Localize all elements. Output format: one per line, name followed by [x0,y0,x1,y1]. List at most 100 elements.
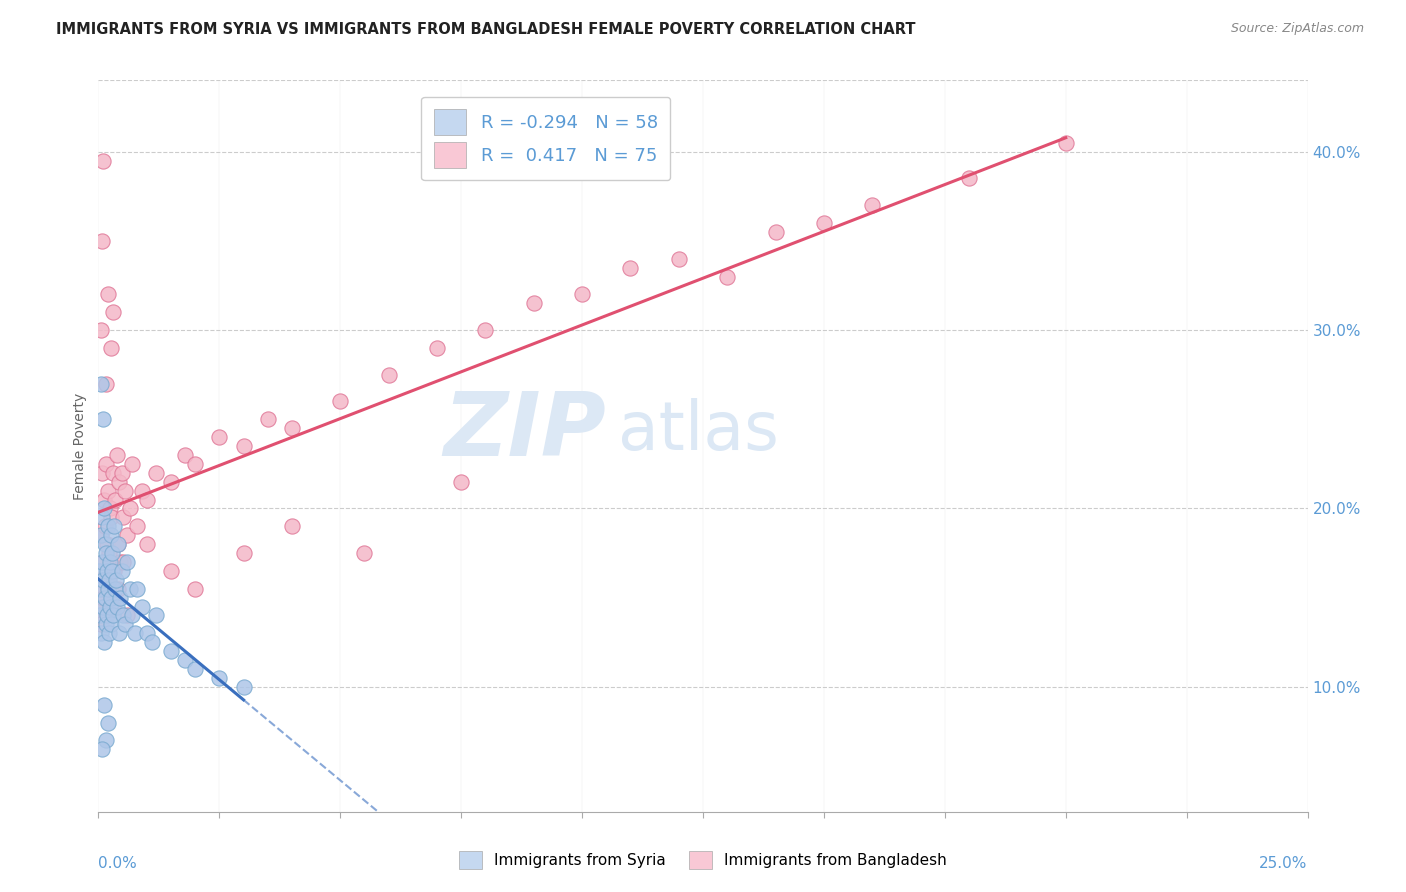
Point [91,591,114,605]
Point [174,448,197,462]
Point [145,466,167,480]
Point [96,608,118,623]
Point [98,546,121,560]
Point [90,528,112,542]
Point [208,430,231,444]
Point [765,225,787,239]
Point [107,626,129,640]
Point [101,466,124,480]
Point [98,599,121,614]
Point [91,153,114,168]
Point [256,412,278,426]
Point [97,715,120,730]
Point [91,234,114,248]
Point [160,644,183,658]
Point [135,537,157,551]
Point [131,599,153,614]
Point [91,742,114,756]
Point [96,608,118,623]
Legend: Immigrants from Syria, Immigrants from Bangladesh: Immigrants from Syria, Immigrants from B… [453,845,953,875]
Point [121,608,143,623]
Point [716,269,738,284]
Point [668,252,690,266]
Point [96,537,118,551]
Point [131,483,153,498]
Point [96,546,118,560]
Point [813,216,835,230]
Point [145,608,167,623]
Point [90,528,112,542]
Point [184,582,207,596]
Point [90,323,112,337]
Point [121,457,143,471]
Point [107,537,129,551]
Point [98,501,121,516]
Point [232,680,254,694]
Text: IMMIGRANTS FROM SYRIA VS IMMIGRANTS FROM BANGLADESH FEMALE POVERTY CORRELATION C: IMMIGRANTS FROM SYRIA VS IMMIGRANTS FROM… [56,22,915,37]
Point [94,457,117,471]
Point [111,466,134,480]
Point [98,573,121,587]
Point [124,626,146,640]
Point [523,296,546,310]
Text: 0.0%: 0.0% [98,856,138,871]
Point [377,368,399,382]
Point [160,564,183,578]
Point [114,483,136,498]
Point [94,376,117,391]
Point [94,537,117,551]
Text: Source: ZipAtlas.com: Source: ZipAtlas.com [1230,22,1364,36]
Point [93,492,115,507]
Point [89,582,111,596]
Point [101,599,124,614]
Point [93,698,115,712]
Point [103,564,125,578]
Point [100,528,122,542]
Text: atlas: atlas [619,399,779,465]
Point [91,510,114,524]
Point [94,519,117,533]
Point [90,555,112,569]
Point [91,412,114,426]
Point [91,573,114,587]
Point [101,564,124,578]
Text: 25.0%: 25.0% [1260,856,1308,871]
Point [91,555,114,569]
Point [111,510,134,524]
Point [111,555,134,569]
Point [450,475,472,489]
Point [108,555,131,569]
Point [957,171,980,186]
Point [90,599,112,614]
Point [111,564,134,578]
Point [208,671,231,685]
Point [118,582,141,596]
Point [103,519,125,533]
Point [426,341,449,355]
Point [174,653,197,667]
Y-axis label: Female Poverty: Female Poverty [73,392,87,500]
Text: ZIP: ZIP [443,388,606,475]
Point [135,626,157,640]
Point [93,501,115,516]
Point [107,475,129,489]
Point [89,573,111,587]
Point [94,617,117,632]
Point [117,528,139,542]
Point [232,546,254,560]
Point [571,287,593,301]
Point [127,519,149,533]
Point [93,635,115,649]
Point [127,582,149,596]
Point [89,608,111,623]
Point [100,510,122,524]
Point [93,591,115,605]
Point [97,626,120,640]
Point [104,492,127,507]
Point [184,662,207,676]
Point [104,582,127,596]
Point [90,617,112,632]
Point [474,323,496,337]
Point [141,635,163,649]
Point [105,448,128,462]
